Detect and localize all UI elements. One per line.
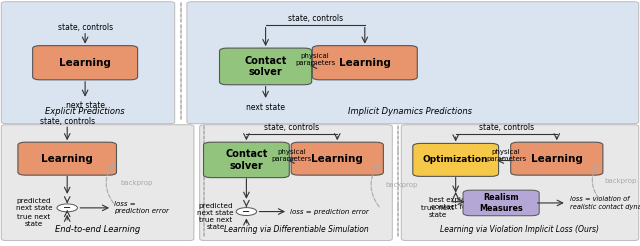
Text: Learning: Learning [311, 154, 364, 164]
Text: End-to-end Learning: End-to-end Learning [55, 225, 140, 234]
Text: true next
state: true next state [421, 205, 454, 218]
Text: next state: next state [66, 101, 104, 110]
Text: state, controls: state, controls [479, 123, 534, 132]
Text: Implicit Dynamics Predictions: Implicit Dynamics Predictions [348, 107, 472, 116]
Text: next state: next state [246, 103, 285, 112]
Text: loss = violation of
realistic contact dynamics: loss = violation of realistic contact dy… [570, 196, 640, 210]
Text: −: − [63, 203, 71, 213]
Text: Learning via Differentiable Simulation: Learning via Differentiable Simulation [223, 225, 369, 234]
Text: Optimization: Optimization [423, 155, 488, 164]
Text: backprop: backprop [120, 180, 153, 186]
FancyBboxPatch shape [1, 2, 175, 124]
Text: true next
state: true next state [17, 214, 51, 227]
Text: loss =
prediction error: loss = prediction error [114, 201, 169, 215]
Text: Contact
solver: Contact solver [244, 56, 287, 77]
Text: physical
parameters: physical parameters [272, 149, 312, 162]
Text: Contact
solver: Contact solver [225, 149, 268, 171]
Text: Learning: Learning [531, 154, 583, 164]
Text: Learning: Learning [339, 58, 391, 68]
FancyBboxPatch shape [401, 125, 639, 241]
FancyBboxPatch shape [18, 142, 116, 175]
FancyBboxPatch shape [187, 2, 639, 124]
FancyBboxPatch shape [220, 48, 312, 85]
FancyBboxPatch shape [204, 142, 289, 178]
Text: predicted
next state: predicted next state [197, 203, 234, 216]
Text: Learning: Learning [41, 154, 93, 164]
FancyBboxPatch shape [200, 125, 392, 241]
Text: Learning: Learning [59, 58, 111, 68]
Text: true next
state: true next state [199, 217, 232, 230]
Circle shape [236, 208, 257, 215]
Text: best explaining
contact forces: best explaining contact forces [429, 197, 483, 210]
Text: physical
parameters: physical parameters [295, 53, 335, 66]
FancyBboxPatch shape [463, 190, 540, 216]
Text: backprop: backprop [605, 178, 637, 184]
Text: state, controls: state, controls [264, 123, 319, 132]
Circle shape [57, 204, 77, 212]
Text: state, controls: state, controls [58, 23, 113, 31]
Text: loss = prediction error: loss = prediction error [290, 209, 369, 215]
FancyBboxPatch shape [511, 142, 603, 175]
Text: Realism
Measures: Realism Measures [479, 193, 523, 213]
Text: state, controls: state, controls [287, 14, 343, 23]
Text: −: − [243, 207, 250, 216]
FancyBboxPatch shape [312, 46, 417, 80]
FancyBboxPatch shape [413, 143, 499, 176]
Text: physical
parameters: physical parameters [486, 149, 526, 162]
FancyBboxPatch shape [33, 46, 138, 80]
Text: backprop: backprop [385, 182, 418, 188]
FancyBboxPatch shape [291, 142, 383, 175]
Text: Learning via Violation Implicit Loss (Ours): Learning via Violation Implicit Loss (Ou… [440, 225, 600, 234]
Text: predicted
next state: predicted next state [15, 198, 52, 211]
FancyBboxPatch shape [1, 125, 194, 241]
Text: state, controls: state, controls [40, 117, 95, 126]
Text: Explicit Predictions: Explicit Predictions [45, 107, 125, 116]
